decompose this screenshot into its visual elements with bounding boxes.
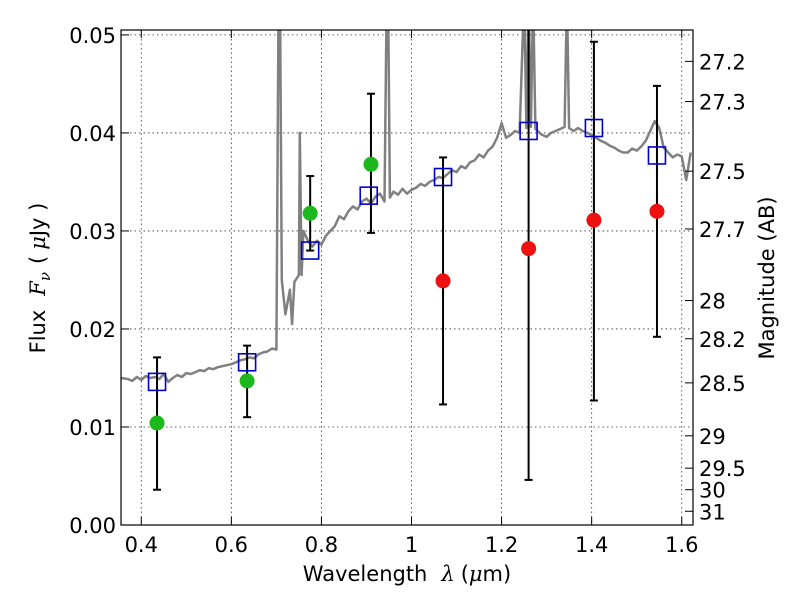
x-tick-label: 1.2 [485,533,518,557]
x-tick-label: 0.8 [305,533,338,557]
green-point [149,415,165,431]
mag-tick-label: 30 [699,479,726,503]
mag-tick-label: 28.5 [699,372,746,396]
red-point [649,203,665,219]
mag-tick-label: 29 [699,425,726,449]
square-marker [237,352,257,372]
red-point [521,241,537,257]
square-marker [647,146,667,165]
mag-tick-label: 27.5 [699,160,746,184]
red-point [586,212,602,228]
model-spectrum-line [121,30,692,384]
mag-tick-label: 27.3 [699,91,746,115]
square-marker [584,118,604,138]
x-tick-label: 1 [405,533,418,557]
mag-tick-label: 31 [699,500,726,524]
axis-ticks: 0.4 0.6 0.8 1 1.2 1.4 1.6 0.00 0.01 0.02 0.03 0.04 0… [69,24,746,557]
mag-tick-label: 27.7 [699,218,746,242]
green-point [363,156,379,172]
red-point [435,273,451,289]
y-axis-label: FluxFν(μJy ) [26,203,54,354]
grid [121,30,693,526]
mag-tick-label: 29.5 [699,457,746,481]
x-tick-label: 1.4 [575,533,608,557]
square-marker [519,121,538,141]
plot-area [121,30,692,491]
green-point [302,205,318,221]
secondary-y-axis-label: Magnitude (AB) [755,196,779,359]
x-tick-label: 0.6 [215,533,248,557]
y-tick-label: 0.03 [69,220,116,244]
mag-tick-label: 28 [699,290,726,314]
x-tick-label: 0.4 [125,533,158,557]
y-tick-label: 0.04 [69,122,116,146]
square-marker [147,372,167,392]
square-marker [300,241,320,260]
y-tick-label: 0.00 [69,514,116,538]
plot-frame [120,29,694,526]
y-tick-label: 0.05 [69,24,116,48]
x-axis-label: Wavelength λ (μm) [303,562,511,586]
mag-tick-label: 28.2 [699,328,746,352]
square-marker [359,186,379,205]
x-tick-label: 1.6 [665,533,698,557]
green-point [239,373,255,389]
y-tick-label: 0.02 [69,318,116,342]
y-tick-label: 0.01 [69,416,116,440]
square-marker [433,167,453,187]
mag-tick-label: 27.2 [699,50,746,74]
